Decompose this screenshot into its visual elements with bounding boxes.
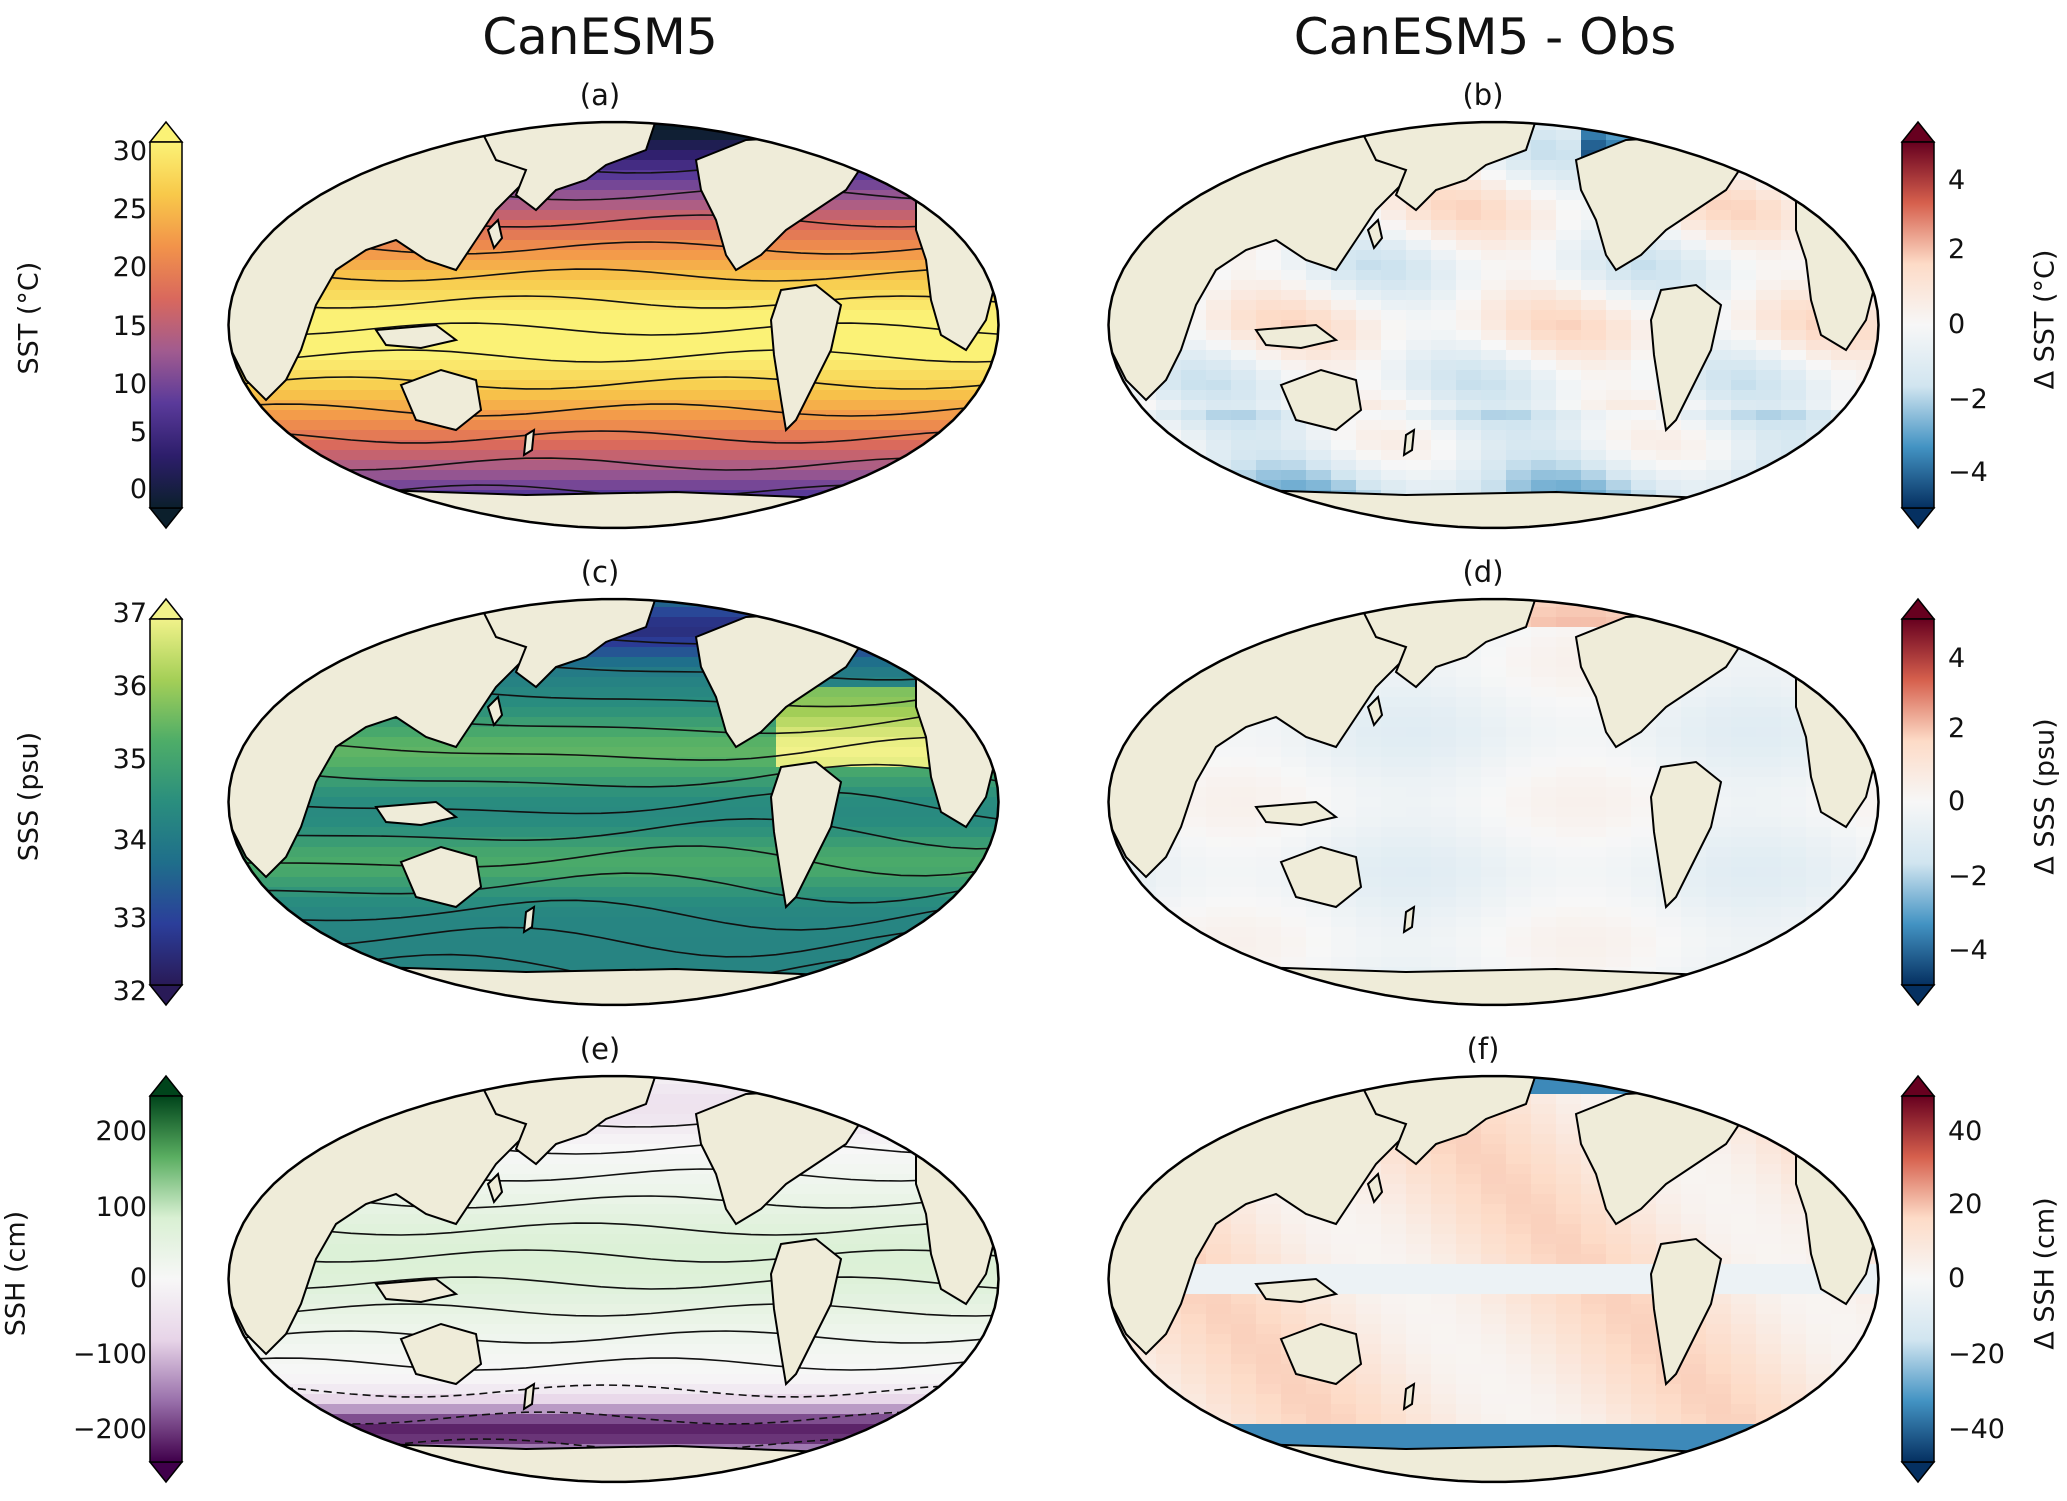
dsss-tick-2: 2 — [1948, 713, 1966, 744]
ssh-colorbar — [148, 1074, 184, 1484]
ssh-colorbar-label: SSH (cm) — [0, 1210, 32, 1337]
map-panel-c — [226, 597, 1001, 1011]
sst-tick-0: 0 — [129, 474, 147, 505]
dssh-tick-20: 20 — [1948, 1189, 1983, 1220]
sss-tick-33: 33 — [112, 903, 147, 934]
map-panel-e — [226, 1074, 1001, 1488]
dssh-colorbar-label: Δ SSH (cm) — [2029, 1197, 2061, 1350]
dssh-tick-0: 0 — [1948, 1263, 1966, 1294]
dsst-tick-m2: −2 — [1948, 384, 1988, 415]
dsss-tick-m4: −4 — [1948, 935, 1988, 966]
sss-tick-35: 35 — [112, 744, 147, 775]
panel-e-title: (e) — [579, 1032, 621, 1066]
sst-tick-20: 20 — [112, 252, 147, 283]
map-panel-d — [1106, 597, 1881, 1011]
sst-tick-30: 30 — [112, 136, 147, 167]
sss-tick-36: 36 — [112, 671, 147, 702]
ssh-tick-m100: −100 — [72, 1339, 147, 1370]
panel-f-title: (f) — [1466, 1032, 1500, 1066]
sst-colorbar-label: SST (°C) — [13, 261, 45, 375]
panel-a-title: (a) — [579, 78, 621, 112]
dsss-tick-m2: −2 — [1948, 861, 1988, 892]
panel-c-title: (c) — [580, 555, 620, 589]
sss-colorbar — [148, 597, 184, 1007]
map-panel-f — [1106, 1074, 1881, 1488]
ssh-tick-0: 0 — [129, 1263, 147, 1294]
sst-tick-25: 25 — [112, 194, 147, 225]
sst-tick-10: 10 — [112, 369, 147, 400]
dsss-tick-4: 4 — [1948, 643, 1966, 674]
sss-tick-32: 32 — [112, 976, 147, 1007]
ssh-tick-m200: −200 — [72, 1414, 147, 1445]
sss-tick-34: 34 — [112, 825, 147, 856]
dsst-tick-0: 0 — [1948, 309, 1966, 340]
left-column-title: CanESM5 — [482, 8, 718, 66]
dssh-tick-m40: −40 — [1948, 1414, 2005, 1445]
right-column-title: CanESM5 - Obs — [1293, 8, 1677, 66]
sst-tick-5: 5 — [129, 417, 147, 448]
dssh-tick-m20: −20 — [1948, 1339, 2005, 1370]
dsss-colorbar-label: Δ SSS (psu) — [2029, 718, 2061, 875]
panel-d-title: (d) — [1462, 555, 1504, 589]
ssh-tick-200: 200 — [95, 1116, 147, 1147]
dssh-colorbar — [1900, 1074, 1936, 1484]
map-panel-b — [1106, 120, 1881, 534]
dsst-tick-4: 4 — [1948, 165, 1966, 196]
dsst-tick-m4: −4 — [1948, 457, 1988, 488]
dsst-colorbar-label: Δ SST (°C) — [2029, 249, 2061, 390]
dssh-tick-40: 40 — [1948, 1116, 1983, 1147]
dsss-tick-0: 0 — [1948, 786, 1966, 817]
sst-colorbar — [148, 120, 184, 530]
map-panel-a — [226, 120, 1001, 534]
dsss-colorbar — [1900, 597, 1936, 1007]
ssh-tick-100: 100 — [95, 1192, 147, 1223]
dsst-tick-2: 2 — [1948, 234, 1966, 265]
panel-b-title: (b) — [1462, 78, 1504, 112]
sss-colorbar-label: SSS (psu) — [13, 731, 45, 862]
sss-tick-37: 37 — [112, 598, 147, 629]
dsst-colorbar — [1900, 120, 1936, 530]
sst-tick-15: 15 — [112, 311, 147, 342]
